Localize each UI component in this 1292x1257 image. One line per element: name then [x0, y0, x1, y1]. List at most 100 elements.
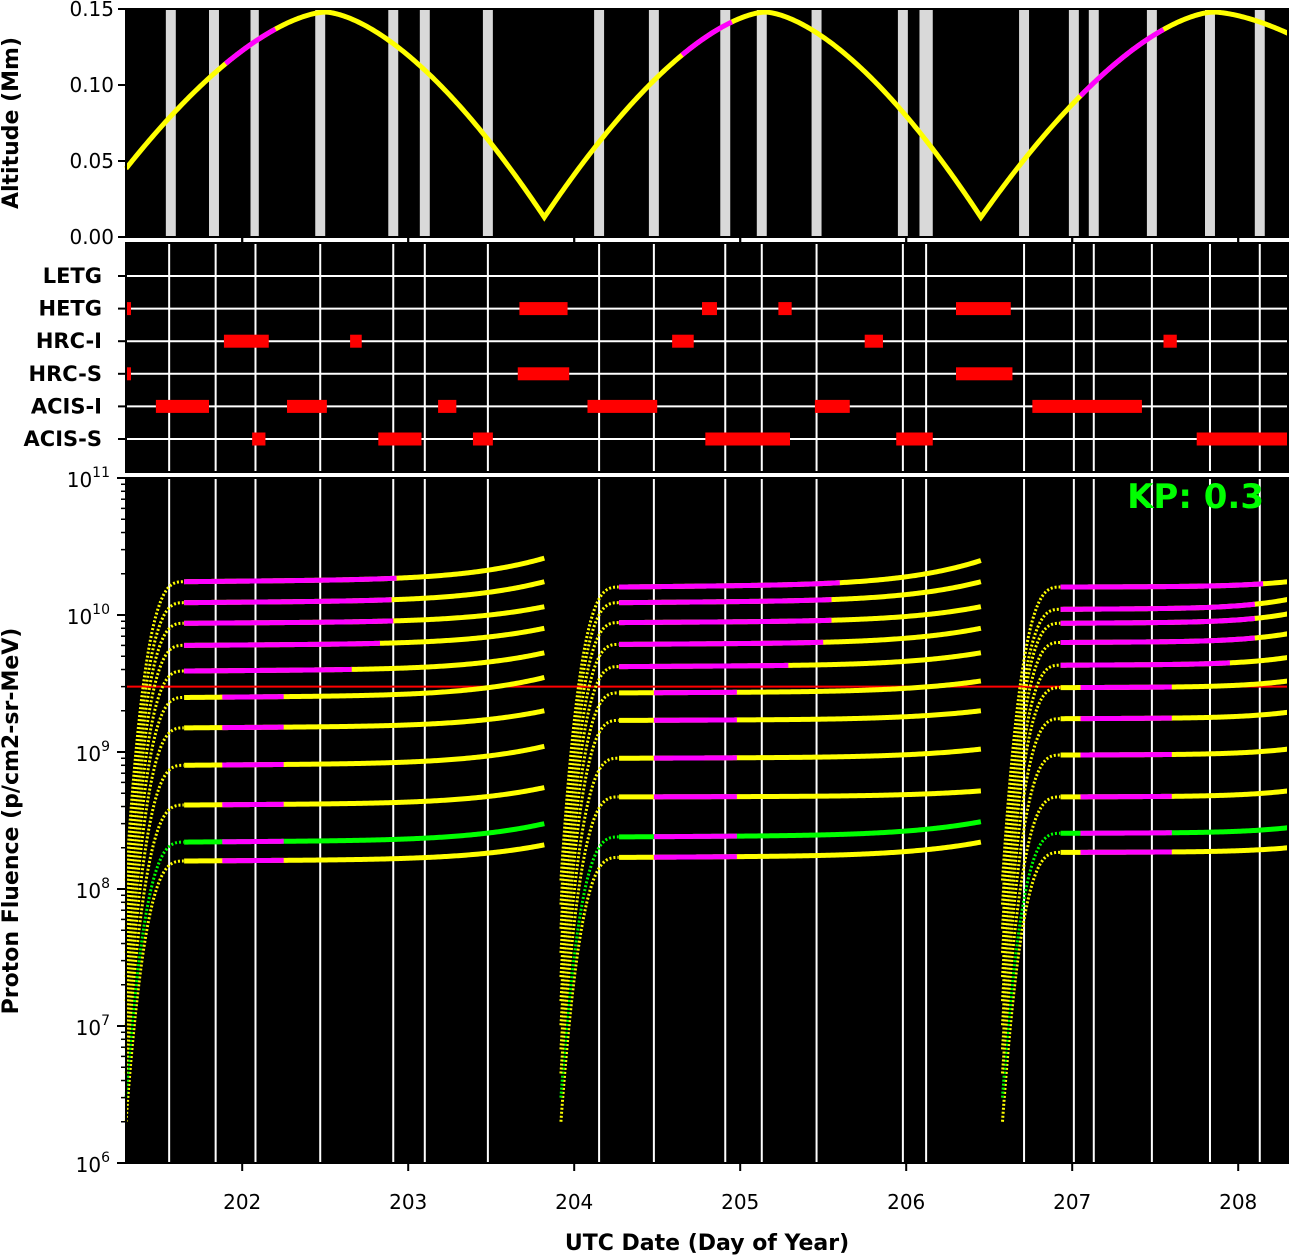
fluence-highlight — [618, 580, 840, 590]
fluence-highlight — [1080, 684, 1172, 691]
schedule-bar — [702, 302, 717, 316]
fluence-rise-points — [559, 756, 619, 1050]
schedule-bar — [1032, 399, 1142, 413]
fluence-rise-points — [1000, 717, 1061, 1026]
altitude-plot-area — [126, 9, 1288, 237]
altitude-panel: 0.00 0.05 0.10 0.15 Altitude (Mm) — [0, 0, 1290, 249]
instrument-label: LETG — [43, 264, 102, 288]
radiation-zone-band — [209, 9, 219, 237]
fluence-highlight — [184, 575, 397, 585]
schedule-bar — [223, 334, 269, 348]
radiation-zone-band — [897, 9, 908, 237]
fluence-highlight — [184, 640, 381, 648]
fluence-highlight — [1080, 715, 1172, 722]
schedule-plot-content: LETG HETG HRC-I HRC-S ACIS-I ACIS-S — [24, 237, 1289, 473]
fluence-highlight — [222, 694, 284, 700]
schedule-bar — [155, 399, 209, 413]
altitude-ytick-label: 0.00 — [69, 225, 114, 249]
fluence-highlight — [1060, 601, 1256, 612]
schedule-bar — [705, 432, 790, 446]
fluence-rise-points — [559, 855, 619, 1122]
radiation-zone-band — [165, 9, 176, 237]
fluence-rise-points — [124, 601, 184, 905]
fluence-rise-points — [559, 718, 619, 1026]
fluence-highlight — [184, 618, 394, 626]
schedule-bar — [814, 399, 850, 413]
schedule-bar — [438, 399, 457, 413]
fluence-rise-points — [559, 642, 619, 953]
altitude-frame — [125, 8, 1289, 238]
fluence-rise-points — [559, 835, 619, 1098]
radiation-zone-band — [1088, 9, 1099, 237]
radiation-zone-band — [1205, 9, 1215, 237]
fluence-rise-points — [124, 669, 184, 978]
fluence-rise-points — [1000, 753, 1061, 1050]
radiation-zone-band — [1019, 9, 1030, 237]
schedule-bar — [519, 302, 568, 316]
schedule-bar — [126, 367, 131, 381]
radiation-zone-band — [720, 9, 731, 237]
fluence-rise-points — [559, 665, 619, 978]
fluence-highlight — [653, 833, 737, 840]
fluence-rise-points — [124, 726, 184, 1026]
instrument-label: HRC-I — [36, 329, 102, 353]
fluence-rise-points — [1000, 663, 1061, 978]
radiation-zone-band — [811, 9, 822, 237]
fluence-highlight — [222, 761, 284, 768]
fluence-xtick-label: 204 — [555, 1190, 593, 1214]
fluence-frame — [125, 477, 1289, 1164]
fluence-rise-points — [559, 621, 619, 929]
altitude-ytick-label: 0.10 — [69, 73, 114, 97]
radiation-zone-band — [756, 9, 767, 237]
fluence-ytick-label: 107 — [76, 1013, 110, 1040]
schedule-bar — [672, 334, 694, 348]
fluence-xtick-label: 206 — [887, 1190, 925, 1214]
altitude-highlight-segment — [1078, 27, 1165, 98]
fluence-highlight — [619, 639, 824, 647]
instrument-label: ACIS-S — [24, 427, 102, 451]
schedule-bar — [896, 432, 933, 446]
fluence-highlight — [1080, 751, 1172, 758]
fluence-rise-points — [1000, 640, 1061, 953]
fluence-ytick-label: 109 — [76, 739, 110, 766]
altitude-axis-label: Altitude (Mm) — [0, 37, 24, 209]
schedule-panel: LETG HETG HRC-I HRC-S ACIS-I ACIS-S — [24, 237, 1289, 473]
fluence-rise-points — [124, 859, 184, 1122]
radiation-zone-band — [315, 9, 326, 237]
fluence-highlight — [619, 617, 832, 626]
schedule-bar — [472, 432, 493, 446]
fluence-ytick-label: 1010 — [67, 602, 110, 629]
fluence-rise-points — [1000, 831, 1061, 1098]
fluence-highlight — [1060, 615, 1256, 626]
fluence-xtick-label: 203 — [389, 1190, 427, 1214]
fluence-xtick-label: 208 — [1219, 1190, 1257, 1214]
schedule-bar — [126, 302, 131, 316]
fluence-highlight — [1060, 635, 1256, 645]
radiation-zone-band — [419, 9, 430, 237]
radiation-zone-band — [250, 9, 259, 237]
instrument-label: HETG — [39, 297, 102, 321]
instrument-label: HRC-S — [29, 362, 102, 386]
fluence-highlight — [184, 666, 352, 674]
radiation-zone-band — [1254, 9, 1265, 237]
schedule-bar — [287, 399, 327, 413]
fluence-rise-points — [559, 795, 619, 1074]
schedule-bar — [350, 334, 362, 348]
schedule-bar — [778, 302, 792, 316]
fluence-xtick-label: 207 — [1053, 1190, 1091, 1214]
fluence-highlight — [1080, 793, 1172, 800]
fluence-rise-points — [124, 695, 184, 1002]
fluence-plot-content: 106 107 108 109 1010 1011 202 203 204 205 206 207 20… — [67, 465, 1289, 1214]
fluence-rise-points — [1000, 850, 1061, 1122]
schedule-bar — [864, 334, 883, 348]
radiation-zone-band — [648, 9, 659, 237]
radiation-zone-band — [1068, 9, 1079, 237]
fluence-xtick-label: 205 — [721, 1190, 759, 1214]
schedule-bar — [1163, 334, 1177, 348]
radiation-zone-band — [1146, 9, 1157, 237]
fluence-xtick-label: 202 — [223, 1190, 261, 1214]
fluence-ytick-label: 106 — [76, 1150, 110, 1177]
altitude-highlight-segment — [224, 26, 277, 66]
fluence-rise-points — [124, 763, 184, 1050]
schedule-bar — [1196, 432, 1288, 446]
